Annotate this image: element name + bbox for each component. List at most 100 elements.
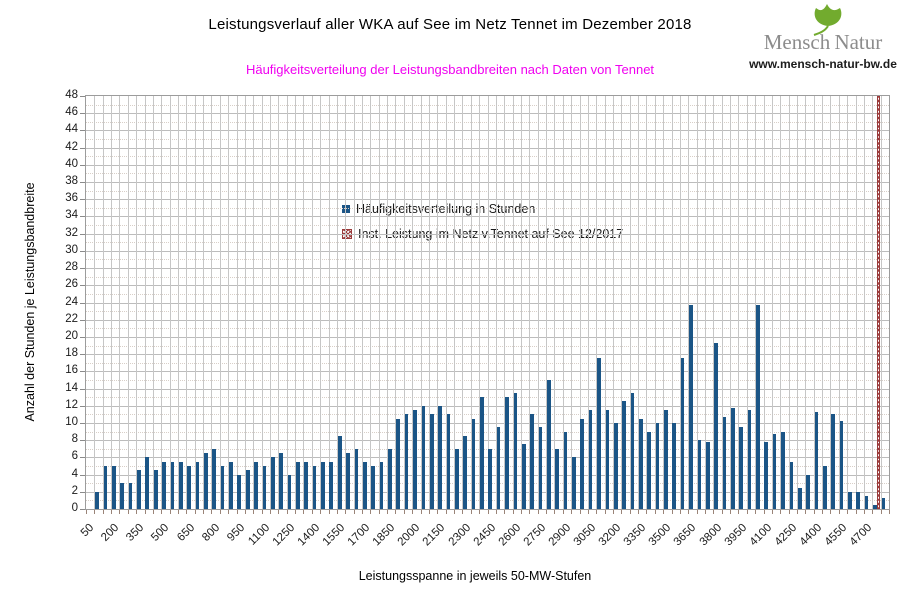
bar-2950mw <box>572 457 576 509</box>
gridline-vertical <box>412 96 414 509</box>
bar-3900mw <box>730 407 735 509</box>
gridline-vertical <box>554 96 556 509</box>
x-tick-mark <box>244 510 246 514</box>
bar-4650mw <box>856 491 861 509</box>
gridline-vertical <box>395 96 397 509</box>
x-tick-mark <box>370 510 372 514</box>
x-tick-mark <box>889 510 890 514</box>
bar-4050mw <box>756 304 760 509</box>
gridline-vertical <box>387 96 389 509</box>
gridline-vertical <box>537 96 539 509</box>
gridline-vertical <box>730 96 732 509</box>
x-tick-label: 4400 <box>797 521 825 549</box>
x-tick-mark <box>353 510 355 514</box>
logo-name: Mensch Natur <box>745 32 901 53</box>
x-tick-label: 1400 <box>295 521 323 549</box>
bar-150mw <box>103 465 108 509</box>
x-tick-mark <box>278 510 280 514</box>
bar-2250mw <box>454 448 459 509</box>
x-tick-mark <box>228 510 230 514</box>
bar-750mw <box>204 453 208 509</box>
bar-1950mw <box>404 414 409 509</box>
y-tick-label: 36 <box>65 192 78 205</box>
x-tick-label: 4100 <box>747 521 774 549</box>
y-tick-mark <box>80 371 85 373</box>
gridline-vertical <box>520 96 522 509</box>
x-tick-mark <box>144 510 146 514</box>
bar-2000mw <box>413 410 417 509</box>
x-tick-label: 1700 <box>345 521 373 549</box>
legend-label-hours: Häufigkeitsverteilung in Stunden <box>356 202 536 216</box>
x-tick-mark <box>286 510 288 514</box>
gridline-vertical <box>152 96 154 509</box>
bar-3150mw <box>605 410 610 509</box>
x-tick-mark <box>520 510 522 514</box>
bar-1650mw <box>354 448 359 509</box>
x-tick-mark <box>512 510 514 514</box>
x-tick-label: 3200 <box>596 521 624 549</box>
gridline-vertical <box>663 96 665 509</box>
bar-3800mw <box>714 343 718 509</box>
bar-1900mw <box>396 418 401 509</box>
y-tick-mark <box>80 285 85 287</box>
gridline-vertical <box>805 96 807 509</box>
y-tick-label: 46 <box>65 106 78 119</box>
gridline-vertical <box>370 96 372 509</box>
x-tick-mark <box>295 510 297 514</box>
gridline-vertical <box>621 96 623 509</box>
y-tick-label: 30 <box>65 243 78 256</box>
y-tick-mark <box>80 509 85 510</box>
bar-3400mw <box>647 431 652 509</box>
bar-2900mw <box>563 431 568 509</box>
x-tick-mark <box>746 510 748 514</box>
x-tick-label: 2900 <box>546 521 574 549</box>
y-tick-label: 28 <box>65 261 78 274</box>
y-tick-label: 24 <box>65 295 78 308</box>
logo-word2: Natur <box>834 30 883 54</box>
gridline-vertical <box>788 96 790 509</box>
y-tick-label: 38 <box>65 175 78 188</box>
gridline-vertical <box>830 96 832 509</box>
bar-250mw <box>120 483 125 509</box>
gridline-vertical <box>880 96 882 509</box>
y-tick-mark <box>80 336 85 338</box>
y-tick-mark <box>80 354 85 356</box>
gridline-vertical <box>646 96 648 509</box>
y-tick-mark <box>80 182 85 184</box>
y-tick-mark <box>80 96 85 97</box>
gridline-vertical <box>813 96 815 509</box>
x-tick-label: 350 <box>124 521 147 544</box>
y-tick-label: 4 <box>71 467 78 480</box>
x-tick-mark <box>604 510 606 514</box>
gridline-vertical <box>796 96 798 509</box>
gridline-vertical <box>638 96 640 509</box>
y-tick-label: 12 <box>65 398 78 411</box>
x-tick-mark <box>152 510 154 514</box>
x-tick-label: 3950 <box>722 521 749 549</box>
x-tick-label: 800 <box>199 521 222 544</box>
x-tick-label: 3350 <box>621 521 649 549</box>
x-tick-mark <box>780 510 782 514</box>
x-tick-label: 2600 <box>496 521 524 549</box>
y-tick-mark <box>80 164 85 166</box>
bar-600mw <box>178 461 183 509</box>
bar-700mw <box>195 461 200 509</box>
gridline-vertical <box>462 96 464 509</box>
x-tick-mark <box>688 510 690 514</box>
gridline-vertical <box>378 96 380 509</box>
bar-3200mw <box>613 422 618 509</box>
x-tick-mark <box>704 510 706 514</box>
x-tick-mark <box>253 510 255 514</box>
bar-2550mw <box>505 397 509 509</box>
x-tick-mark <box>587 510 589 514</box>
gridline-vertical <box>855 96 857 509</box>
logo-url: www.mensch-natur-bw.de <box>749 57 897 71</box>
x-tick-mark <box>755 510 757 514</box>
gridline-vertical <box>847 96 849 509</box>
x-tick-label: 1550 <box>320 521 348 549</box>
x-tick-mark <box>178 510 179 514</box>
bar-2350mw <box>471 418 476 509</box>
x-tick-mark <box>211 510 213 514</box>
bar-4750mw <box>873 504 877 509</box>
